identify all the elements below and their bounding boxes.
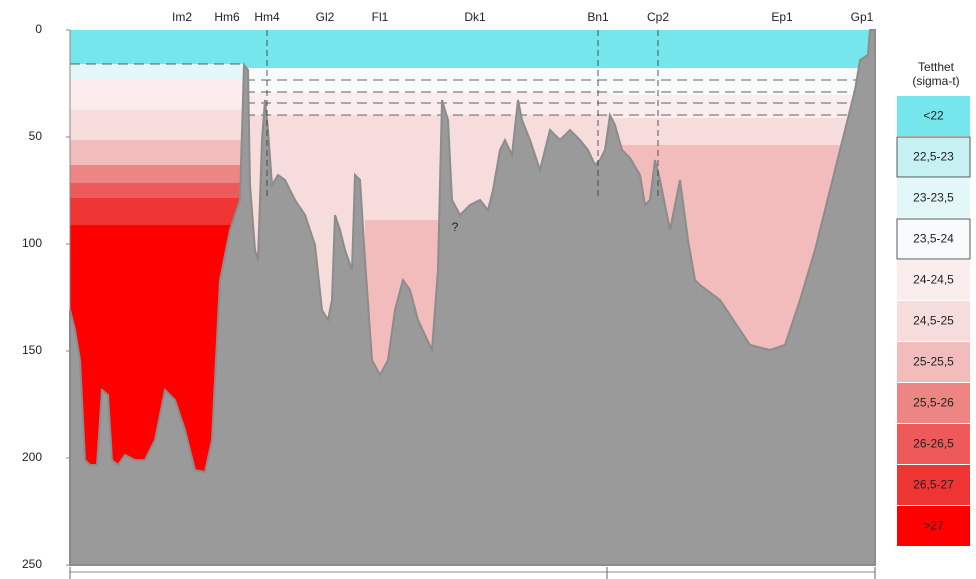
legend-swatch	[897, 424, 970, 464]
station-label: Hm6	[214, 10, 240, 24]
water-layer	[610, 95, 875, 118]
water-layer	[70, 30, 875, 68]
station-label: Gl2	[316, 10, 335, 24]
water-layer	[70, 165, 245, 183]
legend-label: >27	[923, 519, 944, 533]
water-layer	[70, 198, 245, 225]
water-layer	[70, 110, 245, 140]
legend-swatch	[897, 96, 970, 136]
y-tick-label: 100	[22, 236, 42, 250]
legend-swatch	[897, 465, 970, 505]
y-tick-label: 50	[29, 129, 43, 143]
legend-swatch	[897, 383, 970, 423]
water-layer	[245, 92, 610, 115]
water-layer	[70, 80, 245, 110]
legend-label: 23,5-24	[913, 232, 954, 246]
annotation: ?	[452, 220, 459, 234]
legend-swatch	[896, 136, 971, 178]
station-label: Hm4	[254, 10, 280, 24]
legend-swatch	[897, 301, 970, 341]
water-layer	[70, 64, 245, 80]
legend-swatch	[897, 260, 970, 300]
legend-label: <22	[923, 109, 944, 123]
legend-label: 25-25,5	[913, 355, 954, 369]
station-label: Gp1	[851, 10, 874, 24]
y-tick-label: 250	[22, 557, 42, 571]
y-tick-label: 0	[35, 22, 42, 36]
legend-label: 26-26,5	[913, 437, 954, 451]
legend-label: 22,5-23	[913, 150, 954, 164]
sea-bottom	[69, 29, 876, 566]
legend-label: 23-23,5	[913, 191, 954, 205]
water-layer	[70, 140, 245, 165]
legend-swatch	[896, 218, 971, 260]
y-tick-label: 150	[22, 343, 42, 357]
station-label: Cp2	[647, 10, 669, 24]
station-label: Dk1	[464, 10, 486, 24]
y-tick-label: 200	[22, 450, 42, 464]
station-label: Fl1	[372, 10, 389, 24]
legend-label: 26,5-27	[913, 478, 954, 492]
station-label: Bn1	[587, 10, 609, 24]
legend-swatch	[897, 342, 970, 382]
legend-title: Tetthet (sigma-t)	[912, 60, 959, 88]
water-layer	[610, 118, 875, 145]
station-label: Im2	[172, 10, 192, 24]
legend-label: 24,5-25	[913, 314, 954, 328]
water-layer	[610, 68, 875, 95]
legend-swatch	[897, 506, 970, 546]
legend-label: 25,5-26	[913, 396, 954, 410]
water-layer	[70, 183, 245, 198]
station-label: Ep1	[771, 10, 793, 24]
legend-label: 24-24,5	[913, 273, 954, 287]
legend-swatch	[897, 178, 970, 218]
